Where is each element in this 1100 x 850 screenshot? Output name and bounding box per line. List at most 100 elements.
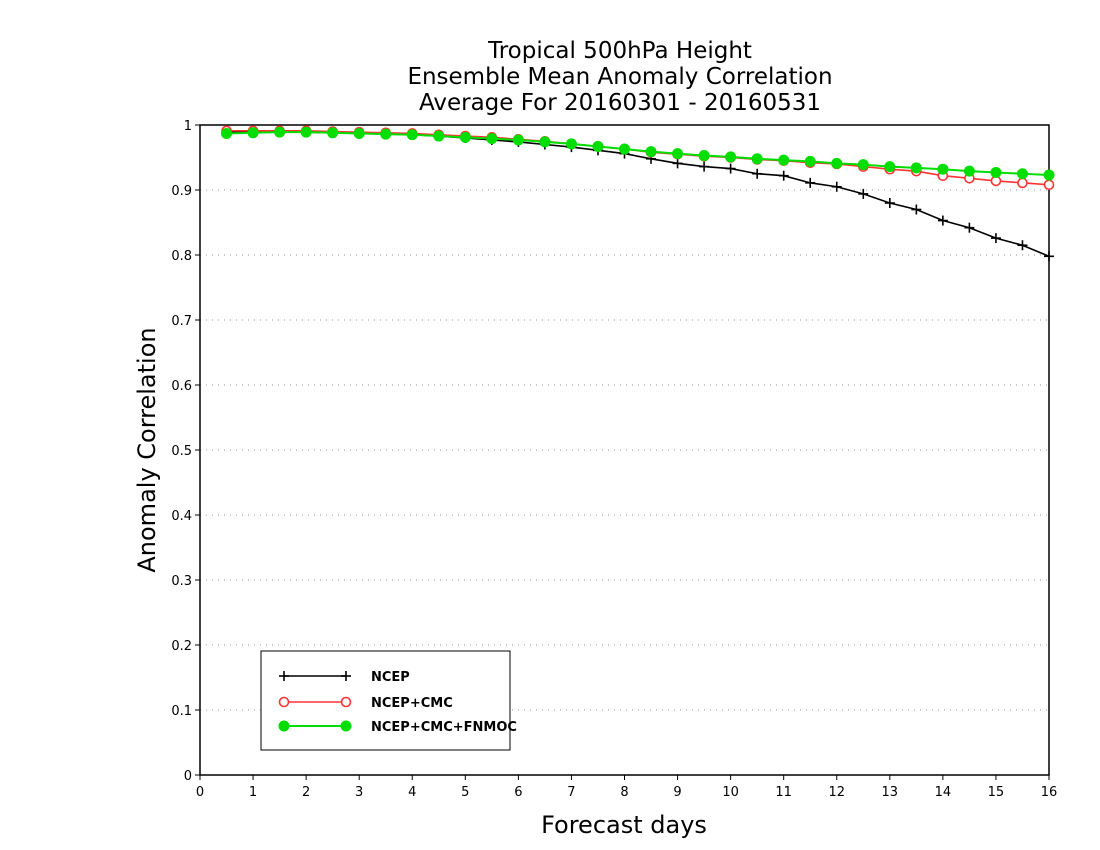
chart-title: Tropical 500hPa Height Ensemble Mean Ano…: [407, 38, 832, 116]
legend-item: NCEP+CMC+FNMOC: [278, 720, 517, 735]
data-point: [1017, 177, 1028, 189]
legend-marker: [340, 720, 352, 732]
data-point: [672, 148, 684, 160]
data-point: [672, 158, 683, 169]
data-point: [592, 140, 604, 152]
data-point: [353, 127, 365, 139]
data-point: [221, 127, 233, 139]
data-point: [831, 181, 842, 192]
x-tick-label: 4: [408, 785, 416, 800]
data-point: [990, 233, 1001, 244]
legend-label: NCEP+CMC: [371, 696, 453, 711]
data-point: [963, 165, 975, 177]
data-point: [964, 222, 975, 233]
data-point: [433, 130, 445, 142]
title-line-1: Tropical 500hPa Height: [487, 38, 752, 64]
data-point: [778, 170, 789, 181]
legend-label: NCEP+CMC+FNMOC: [371, 720, 517, 735]
data-point: [539, 136, 551, 148]
y-axis-label: Anomaly Correlation: [133, 327, 161, 572]
x-tick-label: 6: [514, 785, 522, 800]
data-point: [327, 127, 339, 139]
data-point: [699, 161, 710, 172]
series-ncep: [221, 127, 1054, 262]
y-tick-label: 0.8: [171, 249, 192, 264]
x-tick-label: 11: [775, 785, 792, 800]
x-axis-label: Forecast days: [541, 811, 707, 839]
series-layer: [221, 125, 1055, 262]
x-tick-label: 15: [988, 785, 1005, 800]
data-point: [911, 204, 922, 215]
y-tick-label: 0.7: [171, 314, 192, 329]
data-point: [937, 163, 949, 175]
legend-item: NCEP+CMC: [278, 696, 453, 711]
x-tick-label: 3: [355, 785, 363, 800]
legend: NCEP NCEP+CMC NCEP+CMC+FNMOC: [260, 650, 517, 751]
data-point: [247, 127, 259, 139]
y-tick-label: 0.5: [171, 444, 192, 459]
data-point: [486, 133, 498, 145]
legend-marker: [279, 671, 289, 681]
data-point: [805, 177, 816, 188]
series-ncep-cmc: [221, 125, 1055, 191]
x-tick-label: 9: [673, 785, 681, 800]
y-tick-label: 0: [184, 769, 192, 784]
y-tick-label: 0.2: [171, 639, 192, 654]
series-line: [226, 131, 1050, 177]
x-tick-label: 10: [722, 785, 739, 800]
data-point: [857, 159, 869, 171]
x-tick-label: 1: [249, 785, 257, 800]
data-point: [858, 188, 869, 199]
data-point: [778, 154, 790, 166]
data-point: [1043, 179, 1055, 191]
legend-marker: [341, 671, 351, 681]
data-point: [274, 126, 286, 138]
data-point: [698, 150, 710, 162]
x-tick-label: 13: [882, 785, 899, 800]
tick-marks: 00.10.20.30.40.50.60.70.80.910 1 2 3 4 5 6 7 8 9 1…: [171, 119, 1057, 800]
data-point: [619, 143, 630, 155]
title-line-3: Average For 20160301 - 20160531: [419, 90, 821, 116]
legend-label: NCEP: [371, 670, 410, 685]
data-point: [459, 131, 471, 143]
data-point: [937, 215, 948, 226]
data-point: [512, 134, 524, 146]
data-point: [1044, 251, 1054, 262]
data-point: [1017, 240, 1028, 251]
data-point: [990, 166, 1002, 178]
y-tick-label: 0.1: [171, 704, 192, 719]
x-tick-label: 2: [302, 785, 310, 800]
legend-marker: [278, 696, 290, 708]
data-point: [565, 138, 577, 150]
data-point: [884, 161, 896, 173]
grid-lines: [200, 189, 1049, 711]
data-point: [1016, 168, 1028, 180]
x-tick-label: 5: [461, 785, 469, 800]
x-tick-label: 8: [620, 785, 628, 800]
data-point: [752, 168, 763, 179]
x-tick-label: 7: [567, 785, 575, 800]
data-point: [300, 126, 312, 138]
data-point: [725, 151, 737, 163]
y-tick-label: 0.3: [171, 574, 192, 589]
data-point: [1043, 169, 1055, 181]
data-point: [804, 155, 816, 167]
legend-box: [260, 650, 511, 751]
x-tick-label: 12: [828, 785, 845, 800]
data-point: [725, 163, 736, 174]
y-tick-label: 0.9: [171, 184, 192, 199]
legend-marker: [278, 720, 290, 732]
series-line: [226, 130, 1050, 186]
data-point: [910, 162, 922, 174]
data-point: [645, 146, 657, 158]
data-point: [380, 128, 392, 140]
y-tick-label: 0.4: [171, 509, 192, 524]
y-tick-label: 1: [184, 119, 192, 134]
series-ncep-cmc-fnmoc: [221, 126, 1055, 181]
legend-marker: [340, 696, 352, 708]
data-point: [884, 198, 895, 208]
legend-item: NCEP: [279, 670, 410, 685]
x-tick-label: 0: [196, 785, 204, 800]
title-line-2: Ensemble Mean Anomaly Correlation: [407, 64, 832, 90]
